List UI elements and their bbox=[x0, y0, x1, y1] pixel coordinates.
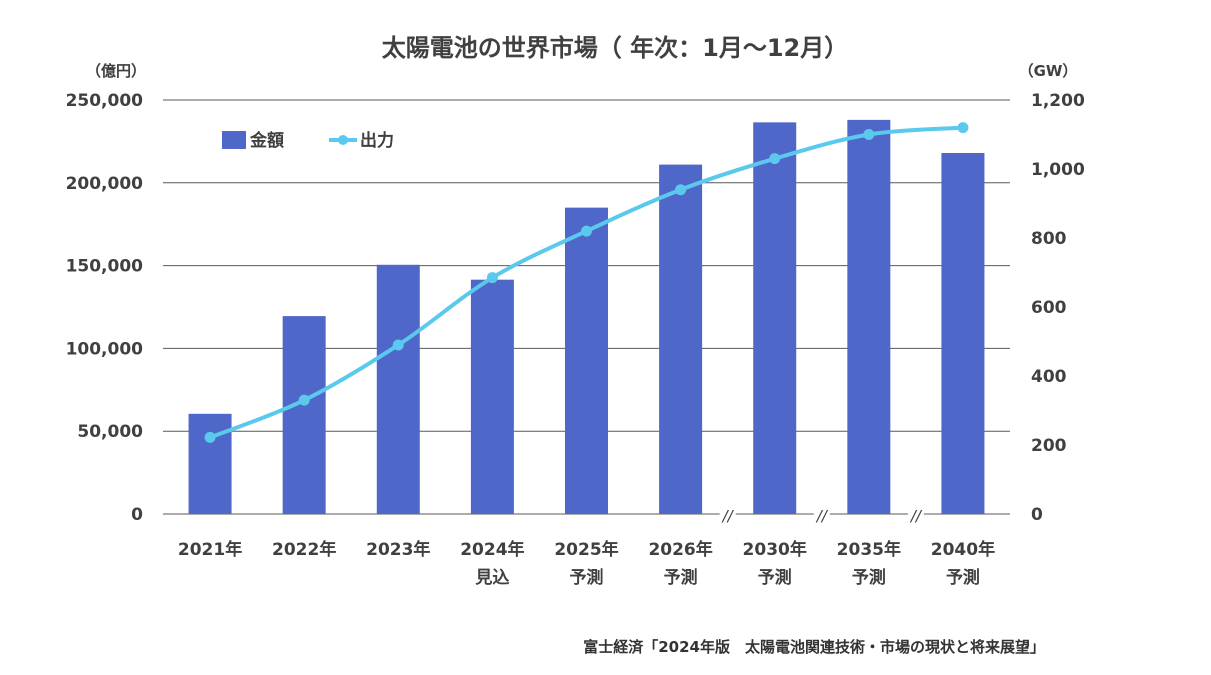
right-axis-tick-label: 1,000 bbox=[1031, 160, 1085, 180]
chart-title: 太陽電池の世界市場（ 年次：1月～12月） bbox=[382, 34, 848, 62]
bar bbox=[847, 119, 891, 514]
axis-break-gap bbox=[907, 510, 924, 518]
axis-break-mark: // bbox=[721, 507, 735, 525]
line-series-output bbox=[204, 122, 969, 443]
category-label: 2025年 bbox=[554, 539, 618, 560]
axis-breaks: // // // bbox=[719, 507, 924, 525]
legend-label-amount: 金額 bbox=[249, 130, 284, 151]
right-axis-tick-label: 600 bbox=[1031, 298, 1067, 318]
bar bbox=[282, 316, 326, 514]
right-axis-tick-label: 800 bbox=[1031, 229, 1067, 249]
axis-break-gap bbox=[719, 510, 736, 518]
left-axis-tick-label: 150,000 bbox=[66, 257, 144, 277]
category-label: 2022年 bbox=[272, 539, 336, 560]
bar bbox=[470, 279, 514, 514]
source-note: 富士経済「2024年版 太陽電池関連技術・市場の現状と将来展望」 bbox=[583, 638, 1045, 656]
category-label: 2040年 bbox=[931, 539, 995, 560]
bar bbox=[753, 122, 797, 514]
bar bbox=[659, 164, 703, 515]
legend-bar-swatch bbox=[222, 131, 246, 149]
category-label: 予測 bbox=[758, 567, 792, 588]
line-point bbox=[863, 129, 875, 140]
right-axis-ticks: 0 200 400 600 800 1,000 1,200 bbox=[1031, 91, 1085, 525]
line-point bbox=[392, 339, 404, 351]
bar bbox=[376, 264, 420, 514]
category-label: 2035年 bbox=[837, 539, 901, 560]
category-label: 見込 bbox=[474, 568, 509, 588]
bar bbox=[565, 207, 608, 514]
right-axis-tick-label: 400 bbox=[1031, 367, 1067, 387]
left-axis-tick-label: 250,000 bbox=[66, 91, 144, 111]
line-point bbox=[486, 272, 498, 284]
left-axis-unit: （億円） bbox=[86, 62, 146, 80]
left-axis-tick-label: 100,000 bbox=[66, 339, 144, 359]
bar bbox=[941, 152, 985, 514]
category-label: 2021年 bbox=[178, 539, 242, 560]
left-axis-ticks: 0 50,000 100,000 150,000 200,000 250,000 bbox=[66, 91, 144, 525]
right-axis-tick-label: 200 bbox=[1031, 436, 1067, 456]
category-label: 予測 bbox=[852, 567, 886, 588]
line-point bbox=[298, 394, 310, 406]
bar bbox=[188, 413, 232, 514]
category-label: 予測 bbox=[946, 567, 980, 588]
legend: 金額 出力 bbox=[222, 130, 394, 151]
left-axis-tick-label: 200,000 bbox=[66, 174, 144, 194]
legend-line-marker bbox=[338, 135, 348, 145]
right-axis-unit: （GW） bbox=[1019, 62, 1078, 80]
bar-series-amount bbox=[188, 119, 985, 515]
line-point bbox=[204, 431, 216, 443]
legend-label-output: 出力 bbox=[360, 130, 394, 151]
line-point bbox=[769, 153, 781, 165]
axis-break-mark: // bbox=[909, 507, 923, 525]
category-label: 予測 bbox=[664, 567, 698, 588]
left-axis-tick-label: 0 bbox=[131, 505, 143, 525]
line-point bbox=[675, 184, 687, 196]
category-label: 2023年 bbox=[366, 539, 430, 560]
category-label: 2030年 bbox=[743, 539, 807, 560]
line-point bbox=[581, 225, 592, 237]
category-label: 2026年 bbox=[648, 539, 712, 560]
category-label: 2024年 bbox=[460, 539, 524, 560]
right-axis-tick-label: 1,200 bbox=[1031, 91, 1085, 111]
right-axis-tick-label: 0 bbox=[1031, 505, 1043, 525]
line-point bbox=[957, 122, 969, 134]
category-label: 予測 bbox=[570, 567, 604, 588]
left-axis-tick-label: 50,000 bbox=[77, 422, 143, 442]
axis-break-gap bbox=[813, 510, 830, 518]
axis-break-mark: // bbox=[815, 507, 829, 525]
